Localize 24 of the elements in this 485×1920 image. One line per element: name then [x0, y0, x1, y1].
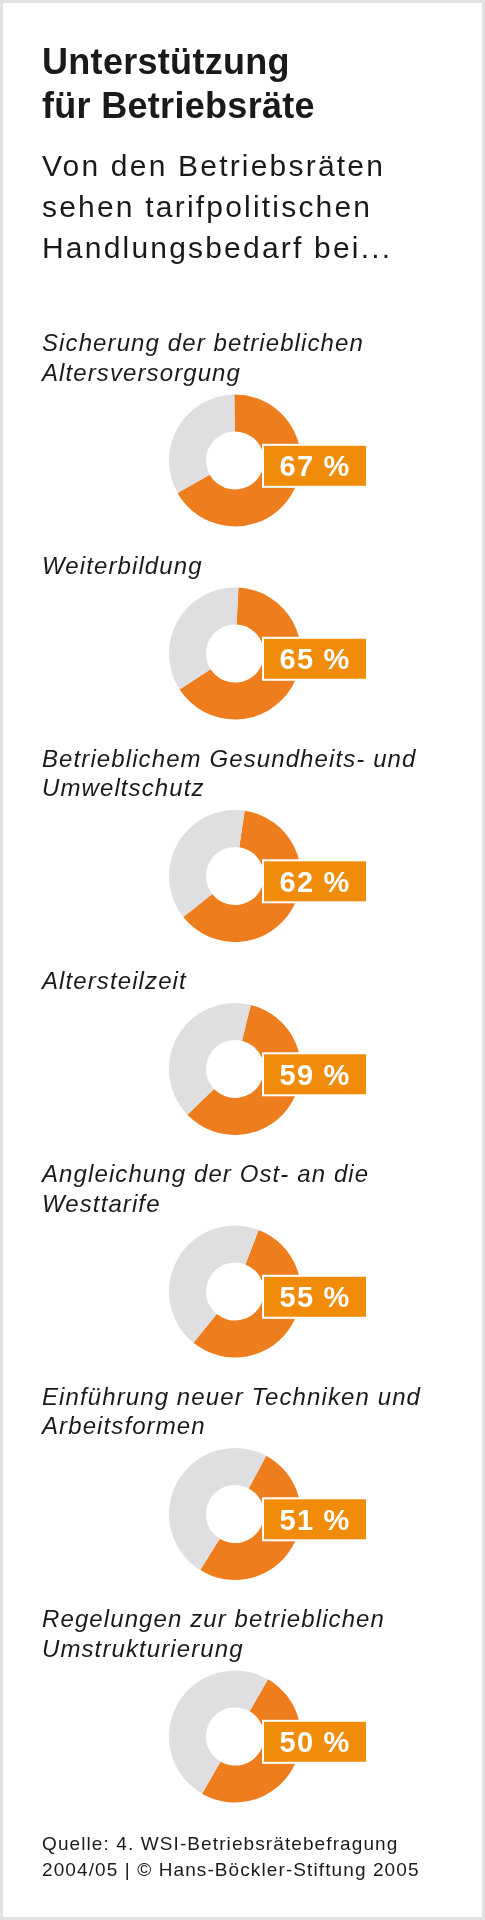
- donut-slice: [169, 1670, 268, 1794]
- chart-title: Regelungen zur betrieblichen Umstrukturierung: [42, 1605, 386, 1662]
- source-note: Quelle: 4. WSI-Betriebsrätebefragung 2004/05 | © Hans-Böckler-Stiftung 2005: [42, 1832, 420, 1880]
- text: Von den Betriebsräten sehen tarifpolitischen Handlungsbedarf bei...: [42, 149, 393, 264]
- donut-slice: [169, 1003, 251, 1115]
- data-label: 51 %: [279, 1503, 351, 1536]
- chart-title: Weiterbildung: [42, 551, 203, 579]
- chart-title: Betrieblichem Gesundheits- und Umweltschutz: [42, 744, 417, 801]
- chart-title: Einführung neuer Techniken und Arbeitsformen: [40, 1382, 422, 1439]
- text: Unterstützung für Betriebsräte: [42, 41, 315, 126]
- data-label: 67 %: [279, 450, 351, 483]
- data-label: 65 %: [279, 643, 351, 676]
- chart-title: Sicherung der betrieblichen Altersversorgung: [40, 329, 364, 386]
- data-label: 55 %: [279, 1281, 351, 1314]
- data-label: 50 %: [279, 1726, 351, 1759]
- donut-slice: [169, 1448, 267, 1571]
- data-label: 62 %: [279, 865, 351, 898]
- donut-slice: [169, 394, 235, 493]
- data-label: 59 %: [279, 1058, 351, 1091]
- chart-title: Altersteilzeit: [40, 967, 188, 994]
- chart-title: Angleichung der Ost- an die Westtarife: [40, 1160, 370, 1217]
- donut-slice: [169, 587, 239, 690]
- donut-slice: [169, 1225, 259, 1343]
- donut-slice: [169, 810, 245, 917]
